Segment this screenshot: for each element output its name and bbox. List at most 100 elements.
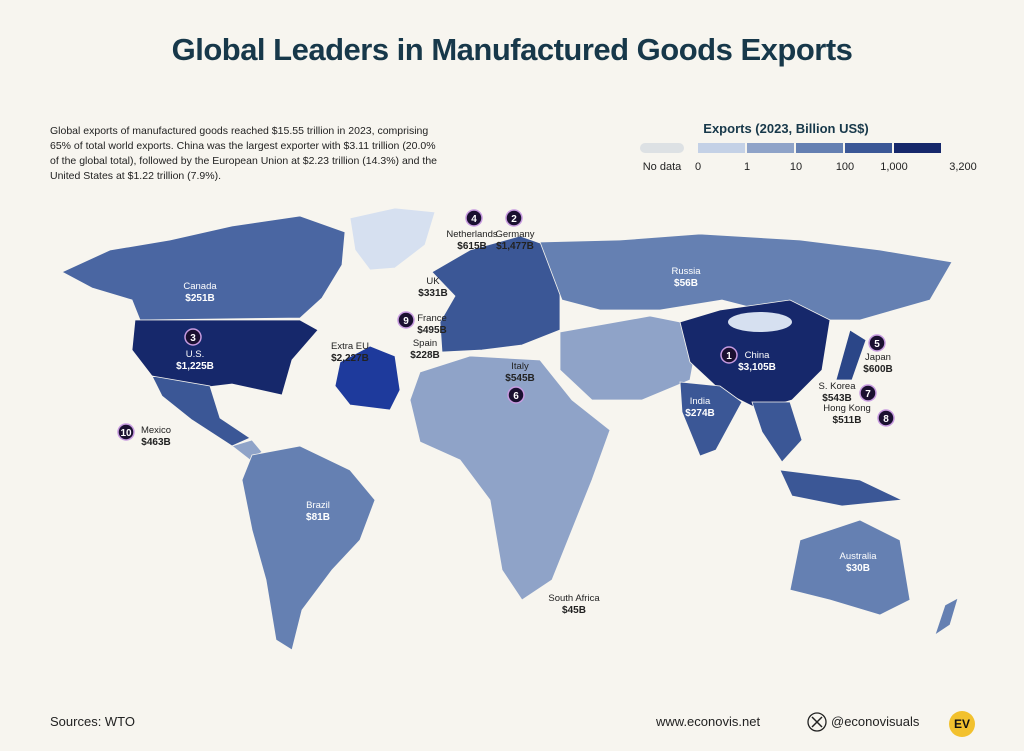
country-value: $228B [410,350,439,361]
africa [409,355,611,601]
rank-badge [720,346,738,364]
rank-badge [859,384,877,402]
mexico [151,375,251,447]
rank-badge [397,311,415,329]
rank-number: 8 [883,414,889,425]
country-value: $274B [685,408,714,419]
south-america [241,445,376,651]
legend-tick-label: 0 [695,161,701,173]
country-value: $495B [417,325,446,336]
country-name: Australia [840,551,878,562]
legend-swatch [796,143,843,153]
legend-swatch [747,143,794,153]
rank-badge [184,328,202,346]
country-value: $1,477B [496,241,534,252]
country-name: Brazil [306,500,330,511]
rank-badge [507,386,525,404]
country-value: $251B [185,293,214,304]
india [679,381,743,457]
rank-number: 2 [511,214,517,225]
title: Global Leaders in Manufactured Goods Exp… [171,32,853,67]
china [679,299,831,411]
landmasses [61,207,959,651]
country-labels: Canada$251B U.S.$1,225B 3 Mexico$463B 10 Braz… [117,209,895,616]
rank-badge [505,209,523,227]
country-value: $1,225B [176,361,214,372]
rank-badge [868,334,886,352]
legend-tick-label: 3,200 [949,161,977,173]
social-handle: @econovisuals [831,714,920,729]
greenland [349,207,436,271]
country-name: South Africa [548,593,600,604]
legend-tick-label: 1,000 [880,161,908,173]
rank-number: 4 [471,214,477,225]
country-name: Hong Kong [823,403,871,414]
rank-number: 6 [513,391,519,402]
country-value: $56B [674,278,698,289]
country-name: China [745,350,771,361]
country-name: S. Korea [819,381,857,392]
country-value: $615B [457,241,486,252]
country-value: $545B [505,373,534,384]
russia [539,233,953,321]
japan [835,329,867,381]
eu-inset [334,345,401,411]
country-value: $30B [846,563,870,574]
australia [789,519,911,616]
rank-number: 9 [403,316,409,327]
rank-number: 1 [726,351,732,362]
country-name: Canada [183,281,217,292]
country-name: Russia [671,266,701,277]
logo-badge [949,711,975,737]
country-name: Japan [865,352,891,363]
description: Global exports of manufactured goods rea… [50,125,437,182]
country-value: $331B [418,288,447,299]
middle-east-central-asia [559,315,701,401]
country-name: India [690,396,711,407]
legend-title: Exports (2023, Billion US$) [703,121,868,136]
new-zealand [934,597,959,636]
rank-number: 10 [120,428,132,439]
country-value: $45B [562,605,586,616]
country-name: Extra EU [331,341,369,352]
country-value: $81B [306,512,330,523]
rank-badge [465,209,483,227]
country-name: U.S. [186,349,204,360]
canada-alaska [61,215,346,321]
country-name: Italy [511,361,529,372]
source: Sources: WTO [50,714,136,729]
rank-badge [117,423,135,441]
rank-number: 3 [190,333,196,344]
country-value: $463B [141,437,170,448]
indonesia [779,469,904,507]
legend-swatch [894,143,941,153]
southeast-asia [751,401,803,463]
country-value: $600B [863,364,892,375]
legend-tick-label: 10 [790,161,802,173]
legend-no-data-label: No data [643,161,682,173]
legend-swatch [845,143,892,153]
country-name: Germany [495,229,534,240]
mongolia [728,312,792,332]
rank-badge [877,409,895,427]
country-value: $3,105B [738,362,776,373]
country-value: $543B [822,393,851,404]
rank-number: 5 [874,339,880,350]
country-name: Mexico [141,425,171,436]
legend-no-data-swatch [640,143,684,153]
rank-number: 7 [865,389,871,400]
legend-tick-label: 100 [836,161,854,173]
usa [131,319,319,396]
country-name: France [417,313,447,324]
country-value: $2,227B [331,353,369,364]
legend: Exports (2023, Billion US$) No data 0 1 10 1… [640,121,977,173]
europe [431,235,561,353]
country-name: Netherlands [446,229,497,240]
logo-text: EV [954,717,970,731]
country-name: Spain [413,338,437,349]
legend-tick-label: 1 [744,161,750,173]
legend-swatch [698,143,745,153]
website: www.econovis.net [656,714,761,729]
